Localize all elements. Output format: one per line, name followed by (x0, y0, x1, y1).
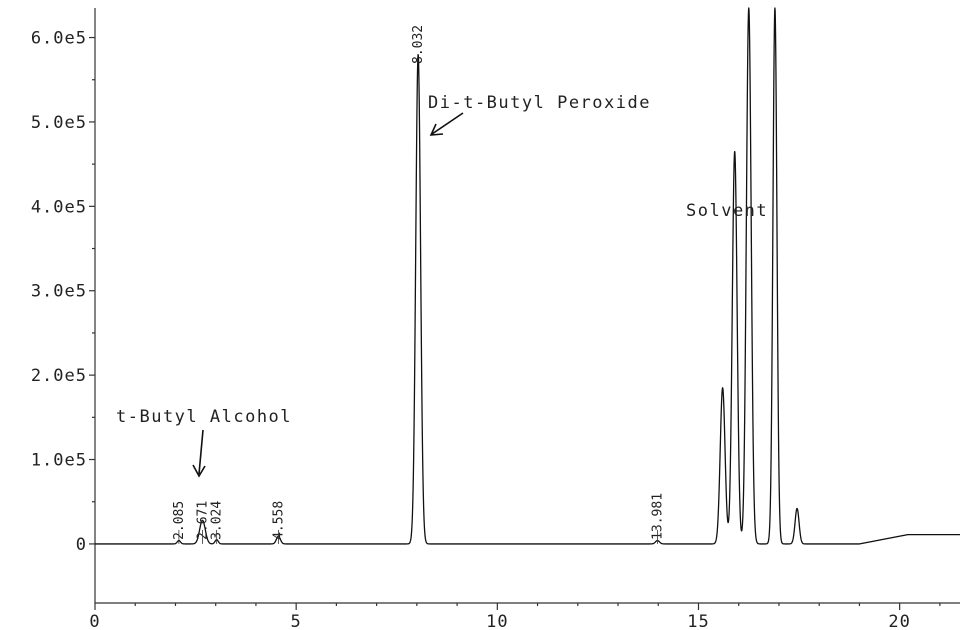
x-axis-ticks: 0 5 10 15 20 (89, 603, 941, 630)
peak-label: 3.024 (210, 501, 225, 540)
arrow-t-butyl-alcohol (192, 429, 206, 478)
y-axis-ticks: 0 1.0e5 2.0e5 3.0e5 4.0e5 5.0e5 6.0e5 (31, 29, 95, 555)
peak-label: 8.032 (411, 25, 426, 64)
peak-label: 2.085 (172, 501, 187, 540)
y-tick-label: 1.0e5 (31, 451, 87, 471)
x-tick-label: 15 (687, 612, 709, 630)
y-tick-label: 5.0e5 (31, 113, 87, 133)
x-tick-label: 5 (291, 612, 302, 630)
y-tick-label: 3.0e5 (31, 282, 87, 302)
peak-label: 13.981 (650, 493, 665, 540)
x-tick-label: 0 (89, 612, 100, 630)
y-tick-label: 4.0e5 (31, 197, 87, 217)
y-tick-label: 6.0e5 (31, 29, 87, 49)
arrow-di-t-butyl-peroxide (429, 112, 464, 136)
peak-label: 2.671 (195, 501, 210, 540)
peak-labels: 2.085 2.671 3.024 4.558 8.032 13.981 (172, 25, 665, 544)
peak-label: 4.558 (271, 501, 286, 540)
axes (94, 8, 960, 604)
annotation-solvent: Solvent (686, 201, 768, 221)
x-tick-label: 20 (888, 612, 910, 630)
annotations: t-Butyl Alcohol Di-t-Butyl Peroxide Solven… (116, 93, 768, 478)
annotation-di-t-butyl-peroxide: Di-t-Butyl Peroxide (428, 93, 651, 113)
y-tick-label: 2.0e5 (31, 366, 87, 386)
annotation-t-butyl-alcohol: t-Butyl Alcohol (116, 407, 292, 427)
y-tick-label: 0 (76, 535, 87, 555)
chromatogram-trace (94, 7, 961, 545)
x-tick-label: 10 (486, 612, 508, 630)
